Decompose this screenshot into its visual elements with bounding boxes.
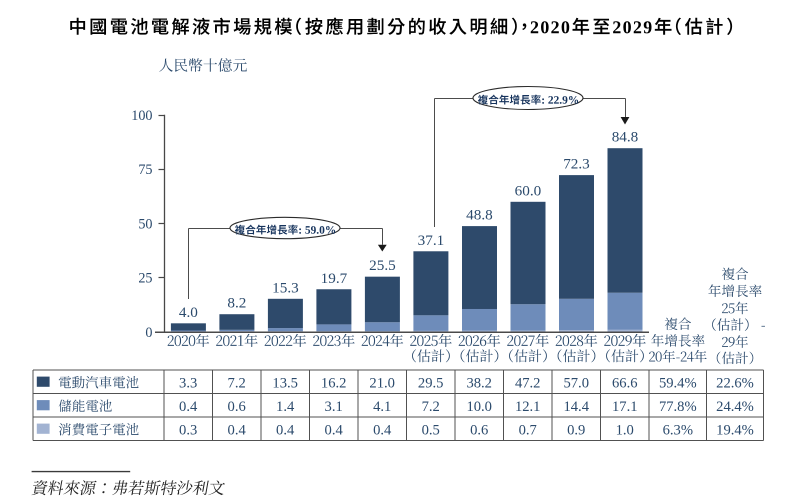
svg-text:12.1: 12.1 bbox=[515, 399, 541, 415]
svg-text:50: 50 bbox=[138, 216, 152, 232]
svg-text:8.2: 8.2 bbox=[227, 295, 246, 312]
svg-text:19.7: 19.7 bbox=[321, 270, 348, 287]
svg-text:77.8%: 77.8% bbox=[659, 399, 697, 415]
svg-text:29.5: 29.5 bbox=[418, 375, 444, 391]
svg-text:25: 25 bbox=[138, 271, 152, 287]
svg-text:48.8: 48.8 bbox=[466, 207, 493, 224]
svg-text:0.6: 0.6 bbox=[470, 422, 488, 438]
svg-text:7.2: 7.2 bbox=[228, 375, 246, 391]
svg-text:57.0: 57.0 bbox=[563, 375, 589, 391]
svg-text:15.3: 15.3 bbox=[272, 279, 299, 296]
svg-text:4.1: 4.1 bbox=[373, 399, 391, 415]
svg-text:0.9: 0.9 bbox=[567, 422, 585, 438]
svg-text:72.3: 72.3 bbox=[563, 156, 590, 173]
svg-text:6.3%: 6.3% bbox=[663, 422, 693, 438]
svg-text:13.5: 13.5 bbox=[272, 375, 298, 391]
svg-text:17.1: 17.1 bbox=[612, 399, 638, 415]
svg-text:25.5: 25.5 bbox=[369, 257, 396, 274]
svg-text:0: 0 bbox=[145, 325, 152, 341]
svg-text:16.2: 16.2 bbox=[321, 375, 347, 391]
svg-text:14.4: 14.4 bbox=[563, 399, 589, 415]
svg-text:21.0: 21.0 bbox=[369, 375, 395, 391]
svg-text:75: 75 bbox=[138, 162, 152, 178]
svg-text:84.8: 84.8 bbox=[612, 129, 639, 146]
svg-text:0.3: 0.3 bbox=[179, 422, 197, 438]
svg-text:38.2: 38.2 bbox=[466, 375, 492, 391]
svg-text:0.6: 0.6 bbox=[228, 399, 246, 415]
svg-text:100: 100 bbox=[131, 108, 152, 124]
svg-text:0.7: 0.7 bbox=[519, 422, 537, 438]
svg-text:4.0: 4.0 bbox=[179, 304, 198, 321]
svg-text:1.4: 1.4 bbox=[276, 399, 295, 415]
svg-text:37.1: 37.1 bbox=[418, 232, 445, 249]
svg-text:19.4%: 19.4% bbox=[716, 422, 754, 438]
svg-text:1.0: 1.0 bbox=[616, 422, 634, 438]
svg-text:0.5: 0.5 bbox=[422, 422, 440, 438]
svg-text:47.2: 47.2 bbox=[515, 375, 541, 391]
svg-text:24.4%: 24.4% bbox=[716, 399, 754, 415]
svg-text:66.6: 66.6 bbox=[612, 375, 638, 391]
svg-text:22.6%: 22.6% bbox=[716, 375, 754, 391]
svg-text:0.4: 0.4 bbox=[276, 422, 295, 438]
svg-text:3.1: 3.1 bbox=[325, 399, 343, 415]
svg-text:0.4: 0.4 bbox=[179, 399, 198, 415]
svg-text:60.0: 60.0 bbox=[515, 182, 542, 199]
svg-text:59.4%: 59.4% bbox=[659, 375, 697, 391]
svg-text:0.4: 0.4 bbox=[373, 422, 392, 438]
svg-text:3.3: 3.3 bbox=[179, 375, 197, 391]
svg-text:10.0: 10.0 bbox=[466, 399, 492, 415]
svg-text:7.2: 7.2 bbox=[422, 399, 440, 415]
svg-text:0.4: 0.4 bbox=[325, 422, 344, 438]
svg-text:0.4: 0.4 bbox=[228, 422, 247, 438]
